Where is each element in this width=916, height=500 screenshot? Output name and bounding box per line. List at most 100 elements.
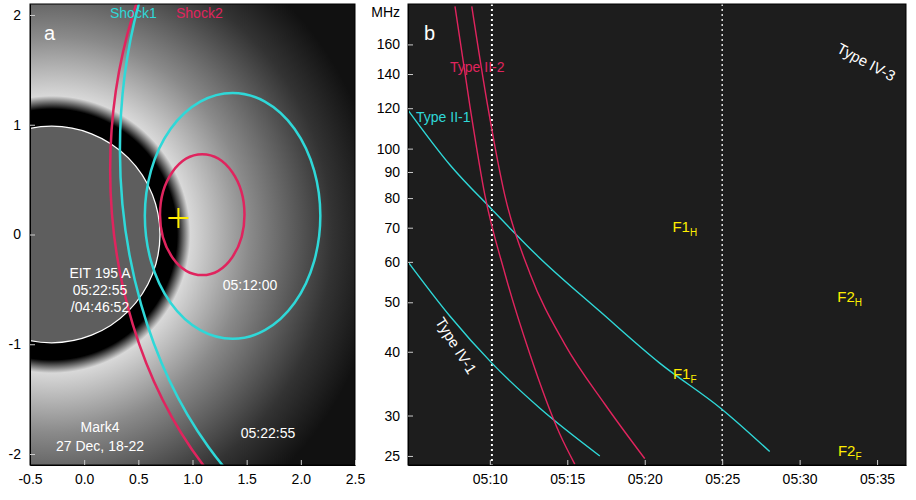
tick-label: 40 (384, 344, 400, 360)
tick-label: 70 (384, 220, 400, 236)
figure: -0.5 0.0 0.5 1.0 1.5 2.0 2.5 -2 -1 0 1 2 aShock1Shoc… (0, 0, 916, 500)
tick: 80 (384, 190, 413, 206)
tick: 1.0 (183, 460, 203, 487)
tick-mark (408, 352, 413, 353)
tick-label: -1 (9, 336, 22, 352)
annotation: /04:46:52 (71, 299, 130, 315)
panel-label: a (44, 22, 56, 44)
panel-b: 05:1005:1505:2005:2505:3005:352530405060… (371, 4, 906, 487)
tick-label: 50 (384, 294, 400, 310)
annotation: F1H (672, 218, 697, 238)
tick: 0.0 (75, 460, 95, 487)
annotation-subscript: F (855, 450, 861, 461)
tick: 120 (377, 100, 413, 116)
plot-area (408, 4, 906, 465)
tick-label: 80 (384, 190, 400, 206)
tick-label: 05:35 (860, 471, 895, 487)
frame (30, 4, 355, 465)
tick: 2.0 (292, 460, 312, 487)
frame (408, 4, 906, 465)
tick: 05:10 (473, 460, 508, 487)
tick-label: -2 (9, 446, 22, 462)
axis-line (409, 465, 907, 466)
tick: 30 (384, 408, 413, 424)
shock-ellipse (110, 4, 355, 465)
shock-lane (408, 262, 600, 456)
annotation: F2F (838, 442, 862, 462)
tick: 100 (377, 141, 413, 157)
tick-label: 140 (377, 66, 401, 82)
tick: 0.5 (129, 460, 149, 487)
shock-lane (408, 110, 770, 452)
tick-mark (800, 460, 801, 465)
x-axis: 05:1005:1505:2005:2505:3005:35 (409, 460, 907, 487)
annotation-text: F2 (838, 442, 856, 459)
tick: 1.5 (237, 460, 257, 487)
tick-mark (408, 456, 413, 457)
tick-mark (193, 460, 194, 465)
tick: 1 (13, 117, 35, 133)
tick-mark (408, 302, 413, 303)
tick-label: 2.5 (346, 471, 366, 487)
tick: 70 (384, 220, 413, 236)
tick-label: 120 (377, 100, 401, 116)
tick-label: 05:25 (705, 471, 740, 487)
series-label: Type II-2 (450, 59, 505, 75)
tick-label: 1.5 (237, 471, 257, 487)
tick-label: -0.5 (18, 471, 42, 487)
tick-mark (408, 108, 413, 109)
background (408, 4, 906, 465)
series-label: Shock2 (176, 5, 223, 21)
annotation-subscript: F (690, 374, 696, 385)
tick-mark (30, 235, 35, 236)
tick-mark (567, 460, 568, 465)
panel-a-texts: aShock1Shock2EIT 195 A05:22:55/04:46:52M… (44, 5, 295, 454)
tick: 05:15 (550, 460, 585, 487)
tick-mark (408, 44, 413, 45)
point-marker (168, 208, 188, 228)
panel-label: b (424, 22, 435, 44)
annotation: Type IV-1 (432, 314, 480, 377)
tick-label: 2 (13, 7, 21, 23)
tick-mark (490, 460, 491, 465)
tick-mark (30, 125, 35, 126)
annotation: F2H (837, 288, 862, 308)
tick-label: 1.0 (183, 471, 203, 487)
tick: 50 (384, 294, 413, 310)
tick-mark (408, 149, 413, 150)
annotation-text: Type IV-1 (432, 314, 480, 377)
tick: 0 (13, 226, 35, 242)
annotation: 27 Dec, 18-22 (56, 438, 144, 454)
tick-mark (877, 460, 878, 465)
tick-label: 30 (384, 408, 400, 424)
tick: 05:25 (705, 460, 740, 487)
annotation-text: Type IV-3 (834, 39, 898, 84)
solar-disk (30, 126, 160, 343)
tick-label: 0 (13, 226, 21, 242)
axis-title: MHz (371, 4, 400, 20)
tick-mark (408, 228, 413, 229)
tick: -2 (9, 446, 35, 462)
tick: 05:35 (860, 460, 895, 487)
tick-label: 0.5 (129, 471, 149, 487)
shock-ellipse (145, 93, 320, 339)
annotation-text: F1 (673, 365, 691, 382)
tick-label: 60 (384, 254, 400, 270)
tick-mark (408, 172, 413, 173)
tick-label: 05:20 (628, 471, 663, 487)
annotation: F1F (673, 365, 697, 385)
tick: 140 (377, 66, 413, 82)
y-axis: -2 -1 0 1 2 (9, 5, 35, 466)
ellipse-label: 05:22:55 (241, 425, 296, 441)
shock-ellipse (160, 154, 245, 275)
tick-label: 100 (377, 141, 401, 157)
tick: -1 (9, 336, 35, 352)
tick-label: 90 (384, 164, 400, 180)
panel-b-texts: MHzbType II-1Type II-2Type IV-1Type IV-3… (371, 4, 898, 461)
tick-mark (247, 460, 248, 465)
tick-mark (30, 454, 35, 455)
tick-mark (722, 460, 723, 465)
tick-mark (138, 460, 139, 465)
x-axis: -0.5 0.0 0.5 1.0 1.5 2.0 2.5 (18, 460, 365, 487)
tick: 2 (13, 7, 35, 23)
